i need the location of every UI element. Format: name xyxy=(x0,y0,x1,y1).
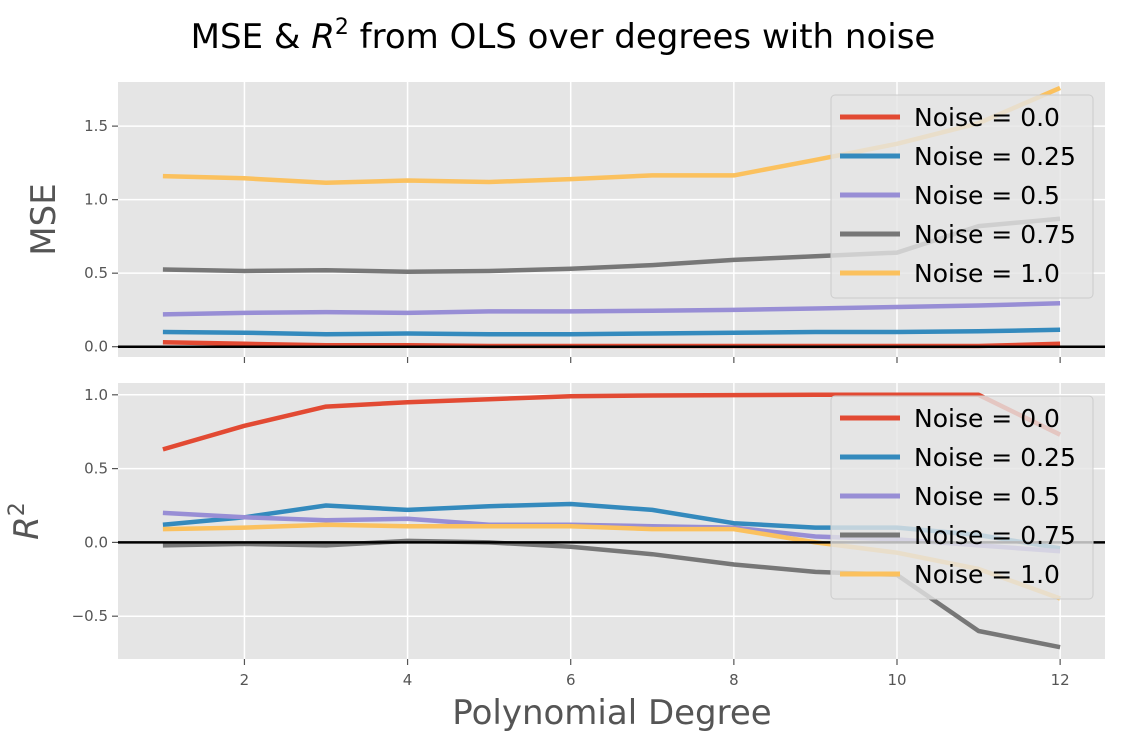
x-tick-label: 6 xyxy=(566,671,576,689)
y-tick-label: 0.5 xyxy=(84,460,108,478)
legend-label: Noise = 0.75 xyxy=(914,220,1076,249)
title-suffix: from OLS over degrees with noise xyxy=(349,17,936,57)
legend-label: Noise = 0.0 xyxy=(914,404,1060,433)
y-tick-label: 1.5 xyxy=(84,117,108,135)
x-tick-label: 10 xyxy=(887,671,906,689)
title-prefix: MSE & xyxy=(191,17,312,57)
series-line xyxy=(162,301,1061,317)
legend-label: Noise = 0.0 xyxy=(914,103,1060,132)
series-line xyxy=(162,392,1062,452)
legend-label: Noise = 1.0 xyxy=(914,560,1060,589)
y-tick-label: 1.0 xyxy=(84,386,108,404)
y-tick-label: 1.0 xyxy=(84,191,108,209)
x-tick-label: 8 xyxy=(729,671,739,689)
y-tick-label: −0.5 xyxy=(72,607,108,625)
x-tick-label: 2 xyxy=(240,671,250,689)
y-axis-label: R2 xyxy=(5,502,47,540)
y-tick-label: 0.0 xyxy=(84,533,108,551)
figure-title: MSE & R2 from OLS over degrees with nois… xyxy=(191,15,936,57)
y-axis-label: MSE xyxy=(24,183,64,255)
legend-box xyxy=(830,395,1094,600)
x-tick-label: 12 xyxy=(1051,671,1070,689)
legend: Noise = 0.0 Noise = 0.25 Noise = 0.5 Noise … xyxy=(830,94,1094,299)
y-tick-label: 0.5 xyxy=(84,264,108,282)
title-r-symbol: R xyxy=(311,17,335,57)
legend-box xyxy=(830,94,1094,299)
y-tick-label: 0.0 xyxy=(84,338,108,356)
legend-label: Noise = 0.25 xyxy=(914,142,1076,171)
legend-label: Noise = 0.25 xyxy=(914,443,1076,472)
legend-label: Noise = 0.5 xyxy=(914,181,1060,210)
legend-label: Noise = 0.75 xyxy=(914,521,1076,550)
x-tick-label: 4 xyxy=(403,671,413,689)
title-r-exponent: 2 xyxy=(335,15,349,40)
series-line xyxy=(162,327,1061,337)
legend-label: Noise = 0.5 xyxy=(914,482,1060,511)
legend: Noise = 0.0 Noise = 0.25 Noise = 0.5 Noise … xyxy=(830,395,1094,600)
x-axis-label: Polynomial Degree xyxy=(452,693,771,733)
legend-label: Noise = 1.0 xyxy=(914,259,1060,288)
